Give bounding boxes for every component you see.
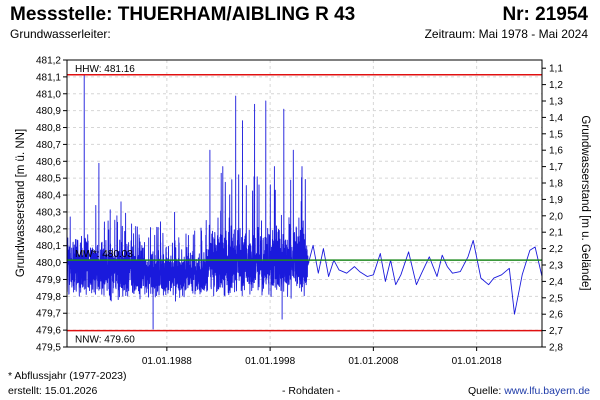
y-tick-label: 481,0: [36, 89, 61, 100]
y-tick-label: 479,7: [36, 309, 61, 320]
y-tick-label: 480,3: [36, 207, 61, 218]
y-tick-label: 479,8: [36, 292, 61, 303]
y2-tick-label: 1,1: [549, 64, 563, 75]
y-tick-label: 480,9: [36, 106, 61, 117]
y-axis-title: Grundwasserstand [m ü. NN]: [15, 129, 27, 277]
y2-tick-label: 2,5: [549, 293, 563, 304]
y2-tick-label: 2,4: [549, 277, 563, 288]
y-tick-label: 481,2: [36, 56, 61, 67]
y-tick-label: 479,5: [36, 343, 61, 354]
y2-tick-label: 2,7: [549, 326, 563, 337]
y2-tick-label: 2,3: [549, 261, 563, 272]
y-axis-right-ticks: 1,1 1,2 1,3 1,4 1,5 1,6 1,7 1,8 1,9 2,0 2,1 2,2 2,3 2…: [542, 64, 563, 354]
created-date: erstellt: 15.01.2026: [8, 385, 98, 397]
y-tick-label: 480,0: [36, 258, 61, 269]
y-tick-label: 479,9: [36, 275, 61, 286]
y2-tick-label: 2,2: [549, 244, 563, 255]
y2-tick-label: 1,7: [549, 162, 563, 173]
plot-frame: [66, 59, 543, 348]
station-number: Nr: 21954: [502, 4, 588, 25]
y2-tick-label: 1,8: [549, 179, 563, 190]
y-tick-label: 480,8: [36, 123, 61, 134]
x-tick-label: 01.01.1988: [142, 356, 192, 367]
y2-tick-label: 1,3: [549, 97, 563, 108]
grid: [67, 59, 542, 348]
source-prefix: Quelle:: [468, 385, 505, 397]
y-tick-label: 480,6: [36, 157, 61, 168]
reference-label-max: HHW: 481.16: [75, 64, 135, 75]
reference-label-mean: MW*: 480.03: [75, 249, 133, 260]
y-tick-label: 480,5: [36, 174, 61, 185]
aquifer-label: Grundwasserleiter:: [10, 27, 111, 41]
y2-tick-label: 1,9: [549, 195, 563, 206]
series-line: [66, 74, 543, 330]
y2-tick-label: 2,0: [549, 211, 563, 222]
y2-tick-label: 2,1: [549, 228, 563, 239]
y2-axis-title: Grundwasserstand [m u. Gelände]: [579, 115, 591, 290]
y-tick-label: 479,6: [36, 326, 61, 337]
x-tick-label: 01.01.2018: [452, 356, 502, 367]
y-tick-label: 480,2: [36, 224, 61, 235]
period-label: Zeitraum: Mai 1978 - Mai 2024: [424, 27, 588, 41]
raw-data-label: - Rohdaten -: [282, 385, 341, 397]
x-tick-label: 01.01.2008: [348, 356, 398, 367]
y2-tick-label: 2,6: [549, 310, 563, 321]
source-label: Quelle: www.lfu.bayern.de: [468, 385, 590, 397]
y2-tick-label: 2,8: [549, 343, 563, 354]
reference-label-min: NNW: 479.60: [75, 335, 135, 346]
reference-lines: HHW: 481.16 MW*: 480.03 NNW: 479.60: [67, 64, 542, 346]
x-axis-ticks: 01.01.1988 01.01.1998 01.01.2008 01.01.2018: [142, 347, 502, 367]
y2-tick-label: 1,2: [549, 80, 563, 91]
y2-tick-label: 1,6: [549, 146, 563, 157]
series-layer: [66, 74, 543, 330]
source-link[interactable]: www.lfu.bayern.de: [504, 385, 590, 397]
page-title: Messstelle: THUERHAM/AIBLING R 43: [10, 4, 356, 25]
x-tick-label: 01.01.1998: [245, 356, 295, 367]
y2-tick-label: 1,4: [549, 113, 563, 124]
y-tick-label: 481,1: [36, 72, 61, 83]
y2-tick-label: 1,5: [549, 129, 563, 140]
footnote: * Abflussjahr (1977-2023): [8, 370, 127, 382]
y-axis-left-ticks: 481,2 481,1 481,0 480,9 480,8 480,7 480,6 480,5…: [36, 56, 67, 354]
y-tick-label: 480,4: [36, 191, 61, 202]
y-tick-label: 480,1: [36, 241, 61, 252]
y-tick-label: 480,7: [36, 140, 61, 151]
